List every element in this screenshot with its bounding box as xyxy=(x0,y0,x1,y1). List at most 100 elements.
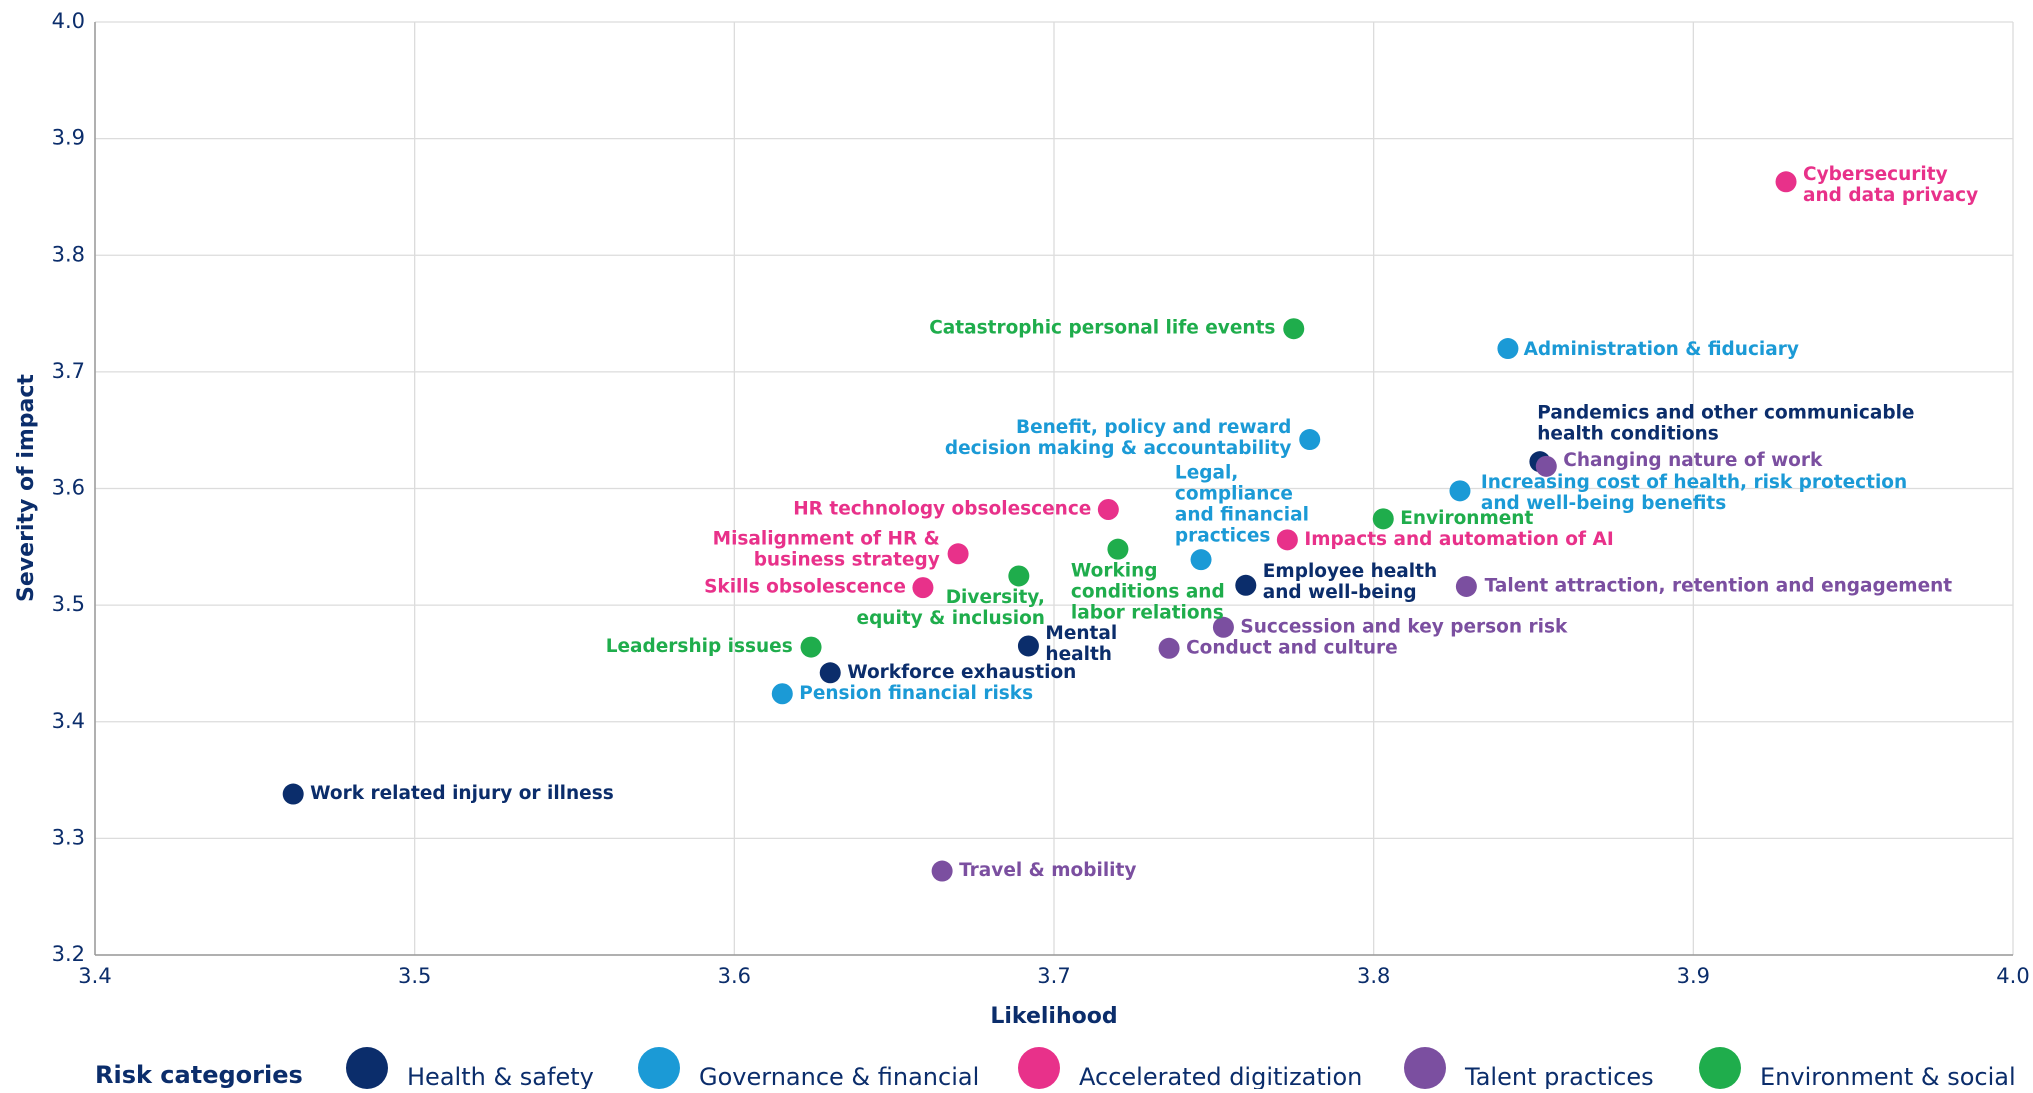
point-label-line: compliance xyxy=(1175,483,1293,504)
point-label: Misalignment of HR & business strategy xyxy=(713,528,940,570)
legend-swatch xyxy=(1404,1047,1446,1089)
point-label: Legal, compliance and financial practices xyxy=(1175,462,1309,546)
point xyxy=(912,577,934,599)
y-axis-title: Severity of impact xyxy=(14,374,39,602)
point-label-line: Succession and key person risk xyxy=(1240,616,1568,637)
point-label: Workforce exhaustion xyxy=(847,662,1076,683)
point-label-line: Impacts and automation of AI xyxy=(1304,529,1613,550)
point-label-line: Conduct and culture xyxy=(1186,637,1398,658)
legend-swatch xyxy=(1018,1047,1060,1089)
y-tick-label: 3.3 xyxy=(52,825,85,849)
point-label-line: Environment xyxy=(1400,508,1533,529)
point-label-line: Travel & mobility xyxy=(959,860,1136,881)
y-tick-label: 3.9 xyxy=(52,126,85,150)
point-label-line: HR technology obsolescence xyxy=(793,498,1091,519)
point xyxy=(947,543,969,565)
point-label-line: and well-being xyxy=(1263,582,1417,603)
point-label: Changing nature of work xyxy=(1563,450,1823,471)
legend-label: Accelerated digitization xyxy=(1079,1063,1362,1089)
point xyxy=(771,683,793,705)
point xyxy=(819,662,841,684)
point xyxy=(1535,455,1557,477)
y-tick-label: 3.6 xyxy=(52,476,85,500)
point-label-line: Administration & fiduciary xyxy=(1524,339,1799,360)
point xyxy=(1455,575,1477,597)
point-label: Skills obsolescence xyxy=(704,577,906,598)
point-label: Environment xyxy=(1400,508,1533,529)
point-label-line: and financial xyxy=(1175,504,1309,525)
legend-swatch xyxy=(638,1047,680,1089)
x-tick-label: 3.8 xyxy=(1357,964,1390,988)
point-label: Leadership issues xyxy=(606,636,793,657)
point-label: Diversity, equity & inclusion xyxy=(857,587,1045,629)
legend-title: Risk categories xyxy=(95,1061,303,1089)
point-label: Pension financial risks xyxy=(799,683,1033,704)
x-tick-label: 3.5 xyxy=(398,964,431,988)
point-label-line: Changing nature of work xyxy=(1563,450,1823,471)
point-label-line: Skills obsolescence xyxy=(704,577,906,598)
point xyxy=(1235,574,1257,596)
point xyxy=(1190,549,1212,571)
point-label-line: equity & inclusion xyxy=(857,608,1045,629)
point-label-line: Work related injury or illness xyxy=(310,783,614,804)
point-label-line: Workforce exhaustion xyxy=(847,662,1076,683)
point-label-line: Cybersecurity xyxy=(1803,164,1948,185)
legend-label: Environment & social xyxy=(1760,1063,2016,1089)
point xyxy=(1372,508,1394,530)
y-tick-label: 3.2 xyxy=(52,942,85,966)
point-label-line: Catastrophic personal life events xyxy=(929,318,1275,339)
x-tick-label: 3.6 xyxy=(718,964,751,988)
point-label: Administration & fiduciary xyxy=(1524,339,1799,360)
point-label-line: Pension financial risks xyxy=(799,683,1033,704)
point xyxy=(1017,635,1039,657)
point xyxy=(1008,565,1030,587)
point-label-line: practices xyxy=(1175,525,1271,546)
legend-label: Health & safety xyxy=(407,1063,594,1089)
point-label-line: Mental xyxy=(1045,623,1117,644)
point-label: Benefit, policy and reward decision makin… xyxy=(945,417,1292,459)
point-label-line: Pandemics and other communicable xyxy=(1537,402,1914,423)
y-tick-label: 3.5 xyxy=(52,592,85,616)
legend-swatch xyxy=(1699,1047,1741,1089)
point-label-line: business strategy xyxy=(754,549,940,570)
point-label: Succession and key person risk xyxy=(1240,616,1568,637)
point xyxy=(1107,538,1129,560)
point-label-line: Talent attraction, retention and engagem… xyxy=(1485,575,1953,596)
point xyxy=(1299,429,1321,451)
point-label: Increasing cost of health, risk protecti… xyxy=(1481,472,1907,514)
point-label: Catastrophic personal life events xyxy=(929,318,1275,339)
point-label: Conduct and culture xyxy=(1186,637,1398,658)
point-label: Working conditions and labor relations xyxy=(1071,560,1225,623)
point-label: Travel & mobility xyxy=(959,860,1136,881)
legend-label: Talent practices xyxy=(1464,1063,1654,1089)
point-label-line: health conditions xyxy=(1537,423,1719,444)
point xyxy=(1497,338,1519,360)
x-tick-label: 3.9 xyxy=(1677,964,1710,988)
point-label: Mental health xyxy=(1045,623,1117,665)
point-label-line: Diversity, xyxy=(946,587,1045,608)
point xyxy=(931,860,953,882)
point-label: Cybersecurity and data privacy xyxy=(1803,164,1978,206)
y-tick-label: 3.4 xyxy=(52,709,85,733)
point xyxy=(1212,616,1234,638)
point-label-line: Leadership issues xyxy=(606,636,793,657)
point-label: Pandemics and other communicable health c… xyxy=(1537,402,1914,444)
point xyxy=(1276,529,1298,551)
y-tick-label: 3.8 xyxy=(52,242,85,266)
point-label-line: labor relations xyxy=(1071,602,1224,623)
x-tick-label: 3.7 xyxy=(1037,964,1070,988)
point xyxy=(282,783,304,805)
point-label: Employee health and well-being xyxy=(1263,561,1437,603)
point xyxy=(800,636,822,658)
point xyxy=(1283,318,1305,340)
point-label-line: conditions and xyxy=(1071,581,1225,602)
y-tick-label: 4.0 xyxy=(52,9,85,33)
point-label-line: Working xyxy=(1071,560,1158,581)
point-label: Talent attraction, retention and engagem… xyxy=(1485,575,1953,596)
point-label: HR technology obsolescence xyxy=(793,498,1091,519)
point-label-line: and well-being benefits xyxy=(1481,493,1726,514)
point xyxy=(1097,498,1119,520)
x-tick-label: 4.0 xyxy=(1996,964,2029,988)
point-label-line: decision making & accountability xyxy=(945,438,1292,459)
